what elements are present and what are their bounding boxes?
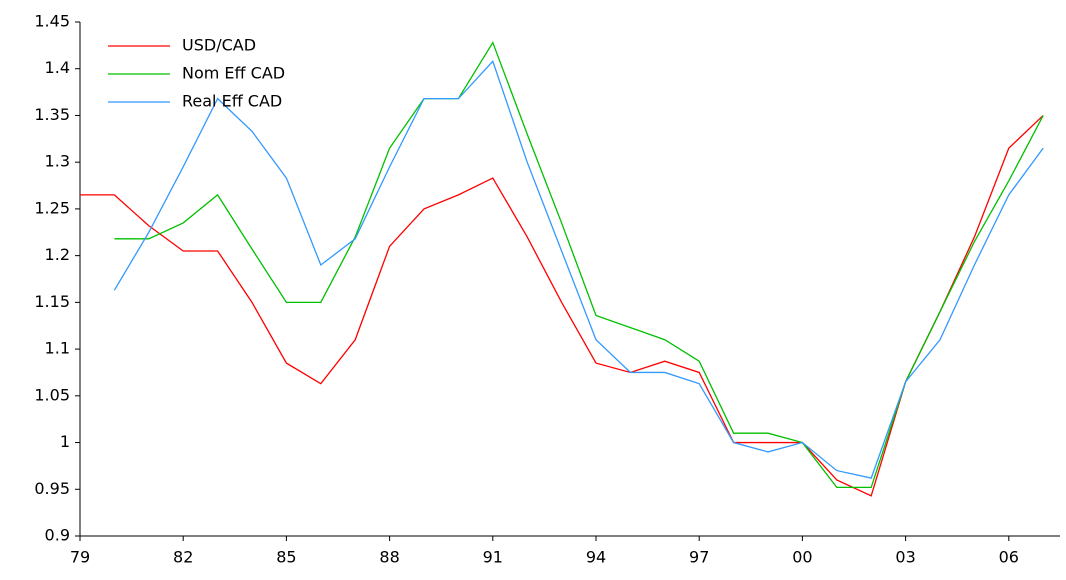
x-tick-label: 06 xyxy=(999,548,1019,567)
y-tick-label: 0.9 xyxy=(45,526,70,545)
y-tick-label: 1.25 xyxy=(34,198,70,217)
y-tick-label: 1.3 xyxy=(45,152,70,171)
y-tick-label: 0.95 xyxy=(34,479,70,498)
series-line xyxy=(80,114,1044,497)
y-tick-label: 1.2 xyxy=(45,245,70,264)
x-tick-label: 91 xyxy=(483,548,503,567)
y-tick-label: 1.45 xyxy=(34,12,70,31)
x-tick-label: 03 xyxy=(895,548,915,567)
x-tick-label: 85 xyxy=(276,548,296,567)
x-tick-label: 00 xyxy=(792,548,812,567)
legend-label: USD/CAD xyxy=(182,36,256,55)
legend-label: Real Eff CAD xyxy=(182,92,282,111)
y-tick-label: 1 xyxy=(60,432,70,451)
y-tick-label: 1.15 xyxy=(34,292,70,311)
x-tick-label: 88 xyxy=(379,548,399,567)
x-tick-label: 79 xyxy=(70,548,90,567)
series-line xyxy=(113,60,1044,479)
series-line xyxy=(114,41,1044,489)
y-tick-label: 1.1 xyxy=(45,339,70,358)
legend-label: Nom Eff CAD xyxy=(182,64,285,83)
x-tick-label: 94 xyxy=(586,548,606,567)
y-tick-label: 1.4 xyxy=(45,58,70,77)
y-tick-label: 1.35 xyxy=(34,105,70,124)
x-tick-label: 82 xyxy=(173,548,193,567)
x-tick-label: 97 xyxy=(689,548,709,567)
y-tick-label: 1.05 xyxy=(34,385,70,404)
